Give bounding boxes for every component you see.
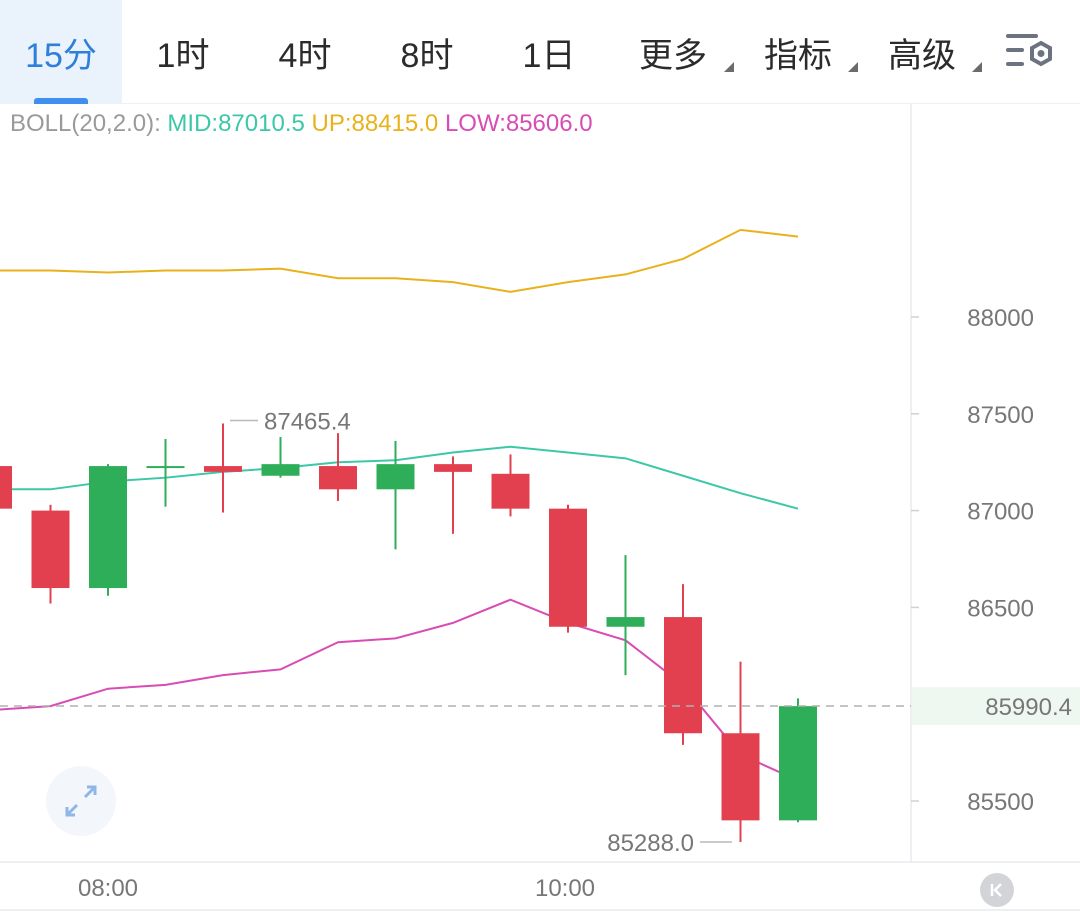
tab-8[interactable]: 高级	[860, 0, 984, 104]
chart-settings-icon[interactable]	[1004, 30, 1056, 74]
active-tab-indicator	[34, 98, 88, 104]
fullscreen-expand-button[interactable]	[46, 766, 116, 836]
y-tick-label: 87000	[967, 499, 1034, 526]
boll-lower-band	[0, 598, 799, 782]
boll-upper-band	[0, 228, 799, 293]
timeframe-tab-bar: 15分 1时 4时 8时 1日 更多 指标 高级	[0, 0, 1080, 104]
boll-indicator-legend: BOLL(20,2.0): MID:87010.5 UP:88415.0 LOW…	[10, 110, 593, 138]
tab-label: 8时	[400, 36, 454, 75]
candle-body	[319, 466, 357, 490]
boll-name: BOLL(20,2.0):	[10, 110, 161, 137]
dropdown-triangle-icon	[972, 62, 982, 72]
y-tick-label: 86500	[967, 595, 1034, 622]
scroll-to-latest-icon	[990, 883, 1002, 897]
tab-label: 15分	[25, 36, 97, 75]
candle-body	[779, 706, 817, 821]
low-price-label: 85288.0	[607, 830, 694, 857]
candle-body	[606, 617, 645, 627]
y-tick-label: 85500	[967, 789, 1034, 816]
tab-label: 高级	[888, 36, 956, 75]
dropdown-triangle-icon	[724, 62, 734, 72]
boll-low-value: LOW:85606.0	[444, 110, 593, 137]
candle-body	[549, 508, 587, 627]
expand-arrows-icon	[65, 785, 97, 817]
y-tick-label: 87500	[967, 402, 1034, 429]
candlestick-chart[interactable]: 88000 87500 87000 86500 85500 08:00 10:00 87465…	[0, 104, 1080, 912]
x-tick-label: 08:00	[78, 875, 138, 902]
dropdown-triangle-icon	[848, 62, 858, 72]
tab-label: 1日	[522, 36, 576, 75]
candle-body	[146, 466, 185, 469]
tab-label: 更多	[639, 36, 707, 75]
tab-label: 1时	[156, 36, 210, 75]
scroll-to-latest-button[interactable]	[980, 873, 1014, 907]
candle-body	[491, 473, 530, 509]
candle-body	[89, 466, 127, 589]
boll-up-value: UP:88415.0	[311, 110, 439, 137]
tab-2[interactable]: 1时	[122, 0, 244, 104]
candle-body	[721, 733, 760, 821]
tab-1[interactable]: 15分	[0, 0, 122, 104]
current-price-tag	[912, 687, 1080, 726]
candle-body	[0, 466, 12, 509]
x-tick-label: 10:00	[535, 875, 595, 902]
tab-label: 4时	[278, 36, 332, 75]
candle-body	[261, 464, 300, 476]
candle-body	[204, 466, 242, 472]
candle-body	[664, 617, 702, 734]
y-tick-label: 88000	[967, 305, 1034, 332]
high-price-label: 87465.4	[264, 408, 351, 435]
tab-5[interactable]: 1日	[488, 0, 610, 104]
candle-body	[434, 464, 472, 472]
tab-4[interactable]: 8时	[366, 0, 488, 104]
candle-body	[376, 464, 415, 490]
tab-6[interactable]: 更多	[610, 0, 736, 104]
tab-label: 指标	[764, 36, 832, 75]
tab-3[interactable]: 4时	[244, 0, 366, 104]
tab-7[interactable]: 指标	[736, 0, 860, 104]
candle-body	[31, 510, 70, 589]
boll-mid-value: MID:87010.5	[167, 110, 305, 137]
current-price-label: 85990.4	[985, 694, 1072, 721]
